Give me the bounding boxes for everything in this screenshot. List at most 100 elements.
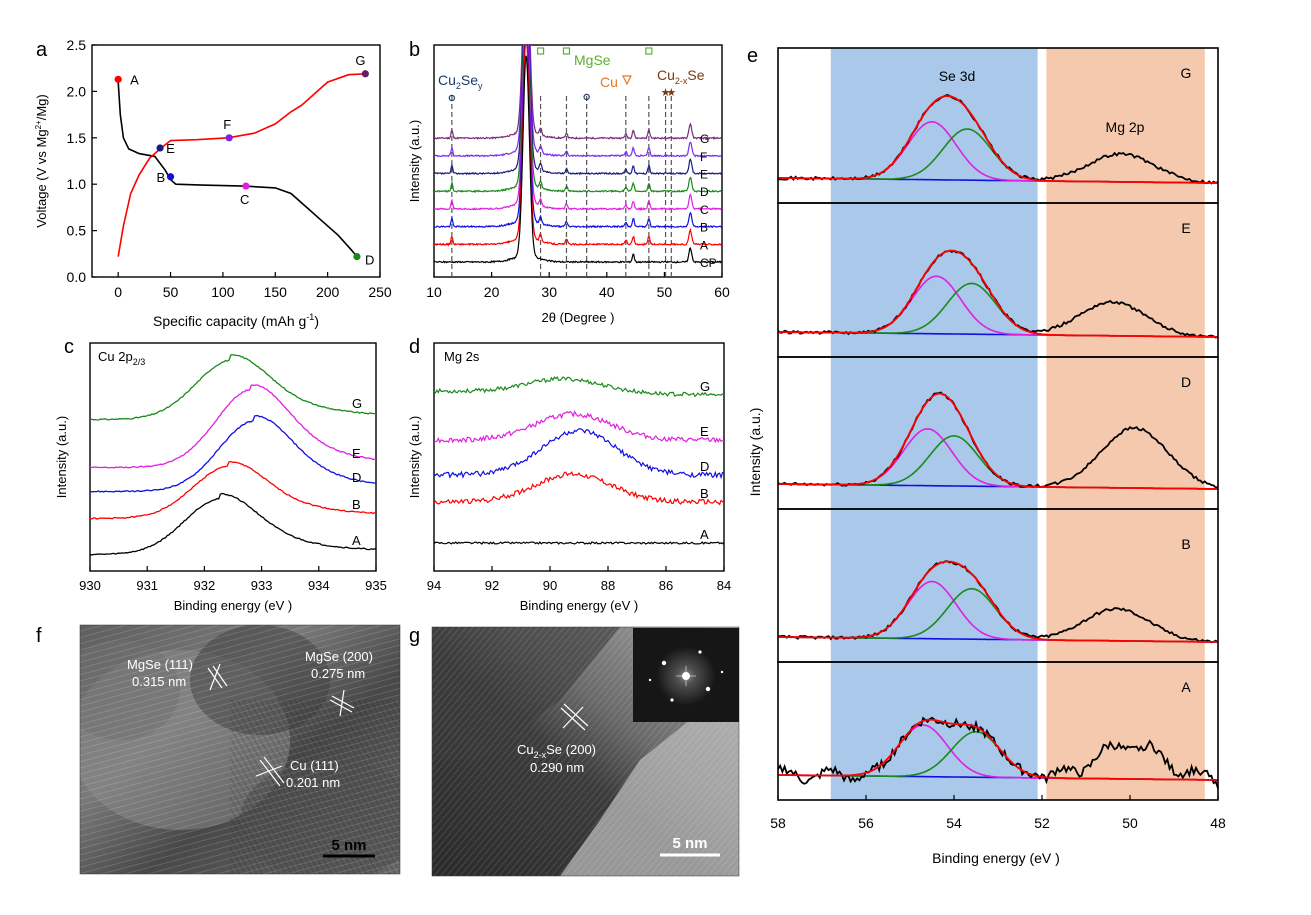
x-tick-label-c: 932 bbox=[194, 578, 216, 593]
x-tick-label-b: 20 bbox=[484, 284, 500, 300]
x-tick-label-a: 200 bbox=[316, 284, 340, 300]
panel-letter-d: d bbox=[409, 336, 420, 358]
discharge-curve bbox=[117, 82, 358, 258]
x-tick-label-c: 930 bbox=[79, 578, 101, 593]
marker-cu2sey bbox=[583, 93, 590, 101]
cu2p-trace-E bbox=[90, 384, 376, 469]
panel-a-axes-frame bbox=[91, 44, 381, 278]
cu2p-trace-D bbox=[90, 414, 376, 493]
x-tick-label-b: 40 bbox=[599, 284, 615, 300]
y-tick-label-a: 1.0 bbox=[67, 176, 87, 192]
xrd-label-E: E bbox=[700, 168, 708, 182]
panel-e-x-axis-title: Binding energy (eV ) bbox=[932, 850, 1060, 866]
annotation-mgse-200-spacing: 0.275 nm bbox=[311, 666, 365, 681]
subpanel-B: B bbox=[777, 536, 1219, 644]
panel-d-trace-labels: G E DB A bbox=[700, 379, 710, 542]
mg2s-trace-D bbox=[434, 428, 724, 480]
annotation-cu-111-spacing: 0.201 nm bbox=[286, 775, 340, 790]
panel-e-frames bbox=[777, 47, 1219, 801]
subpanel-A: A bbox=[777, 679, 1219, 789]
x-tick-label-e: 48 bbox=[1210, 815, 1226, 831]
panel-letter-c: c bbox=[64, 336, 74, 358]
xrd-label-B: B bbox=[700, 221, 708, 235]
x-tick-label-c: 935 bbox=[365, 578, 387, 593]
xrd-trace-E bbox=[434, 45, 722, 176]
scale-bar-label-f: 5 nm bbox=[331, 837, 366, 854]
state-label-G: G bbox=[355, 53, 365, 68]
x-tick-label-b: 30 bbox=[541, 284, 557, 300]
x-tick-label-e: 58 bbox=[770, 815, 786, 831]
y-tick-label-a: 0.0 bbox=[67, 269, 87, 285]
cu2p-label-G: G bbox=[352, 396, 362, 411]
fft-inset bbox=[633, 628, 739, 722]
mg2s-label-B: B bbox=[700, 486, 709, 501]
cu2p-label-B: B bbox=[352, 497, 361, 512]
subpanel-frame-A bbox=[777, 661, 1219, 801]
marker-cu2xse: ★ bbox=[661, 87, 671, 99]
x-tick-label-d: 84 bbox=[717, 578, 731, 593]
y-tick-label-a: 2.5 bbox=[67, 37, 87, 53]
panel-c-title: Cu 2p2/3 bbox=[98, 349, 145, 367]
marker-mgse bbox=[536, 47, 545, 55]
panel-c-ticks: 930 931 932 933 934 935 bbox=[79, 566, 387, 593]
cu2p-label-D: D bbox=[352, 470, 361, 485]
panel-d-mg2s: d Mg 2s 94 92 90 88 86 84 G E DB A Binding energ… bbox=[407, 336, 731, 613]
subpanel-E: E bbox=[777, 220, 1219, 339]
x-tick-label-e: 54 bbox=[946, 815, 962, 831]
annotation-mgse-111: MgSe (111) bbox=[127, 657, 193, 672]
panel-c-trace-labels: G EDB A bbox=[352, 396, 362, 548]
cu2p-trace-G bbox=[90, 354, 376, 421]
xrd-trace-A bbox=[434, 45, 722, 247]
mg2s-trace-A bbox=[434, 541, 724, 545]
panel-d-title: Mg 2s bbox=[444, 349, 480, 364]
annotation-cu2xse-200-spacing: 0.290 nm bbox=[530, 760, 584, 775]
panel-b-plot-area: ★★ bbox=[434, 45, 722, 277]
panel-e-y-axis-title: Intensity (a.u.) bbox=[747, 408, 763, 497]
panel-b-axes-frame bbox=[433, 44, 723, 278]
panel-a-voltage-profile: a 0 50 100 150 200 250 0.0 0.5 1.0 1.5 2.0 2.5 A B C D… bbox=[34, 37, 392, 329]
mg2s-label-D: D bbox=[700, 459, 709, 474]
cu2p-label-E: E bbox=[352, 446, 361, 461]
subpanel-G: G bbox=[777, 65, 1219, 185]
marker-cu bbox=[621, 75, 632, 86]
xrd-trace-F bbox=[434, 45, 722, 158]
x-tick-label-c: 934 bbox=[308, 578, 330, 593]
panel-g-tem-image: g Cu2-xSe (200) 0.290 nm bbox=[409, 625, 740, 877]
panel-a-y-axis-title: Voltage (V vs Mg2+/Mg) bbox=[34, 94, 49, 227]
panel-b-y-axis-title: Intensity (a.u.) bbox=[407, 120, 422, 202]
x-tick-label-a: 50 bbox=[163, 284, 179, 300]
shaded-region-mg2p bbox=[1046, 48, 1205, 800]
xrd-trace-CP bbox=[434, 55, 722, 264]
panel-letter-g: g bbox=[409, 625, 420, 647]
lattice-markers-g bbox=[560, 703, 589, 731]
panel-c-x-axis-title: Binding energy (eV ) bbox=[174, 598, 293, 613]
y-tick-label-a: 0.5 bbox=[67, 223, 87, 239]
xrd-trace-D bbox=[434, 45, 722, 194]
subpanel-label-B: B bbox=[1181, 536, 1190, 552]
subpanel-label-E: E bbox=[1181, 220, 1190, 236]
x-tick-label-c: 931 bbox=[136, 578, 158, 593]
panel-d-ticks: 94 92 90 88 86 84 bbox=[427, 566, 731, 593]
panel-f-tem-image: f MgSe (111) 0.315 nm MgSe (200) 0.275 n… bbox=[36, 624, 401, 875]
panel-e-ticks: 58 56 54 52 50 48 bbox=[770, 795, 1226, 831]
subpanel-label-D: D bbox=[1181, 374, 1191, 390]
xrd-label-C: C bbox=[700, 203, 709, 217]
x-tick-label-d: 92 bbox=[485, 578, 499, 593]
x-tick-label-d: 90 bbox=[543, 578, 557, 593]
state-label-C: C bbox=[240, 192, 249, 207]
x-tick-label-a: 150 bbox=[264, 284, 288, 300]
state-point-G bbox=[361, 70, 369, 78]
x-tick-label-b: 10 bbox=[426, 284, 442, 300]
marker-mgse bbox=[562, 47, 571, 55]
label-mgse: MgSe bbox=[574, 52, 611, 68]
panel-a-x-axis-title: Specific capacity (mAh g-1) bbox=[153, 312, 319, 329]
state-label-B: B bbox=[157, 170, 166, 185]
annotation-mgse-200: MgSe (200) bbox=[305, 649, 373, 664]
x-tick-label-c: 933 bbox=[251, 578, 273, 593]
x-tick-label-b: 50 bbox=[657, 284, 673, 300]
panel-c-y-axis-title: Intensity (a.u.) bbox=[54, 416, 69, 498]
xrd-trace-G bbox=[434, 45, 722, 141]
marker-cu2sey bbox=[448, 94, 456, 102]
